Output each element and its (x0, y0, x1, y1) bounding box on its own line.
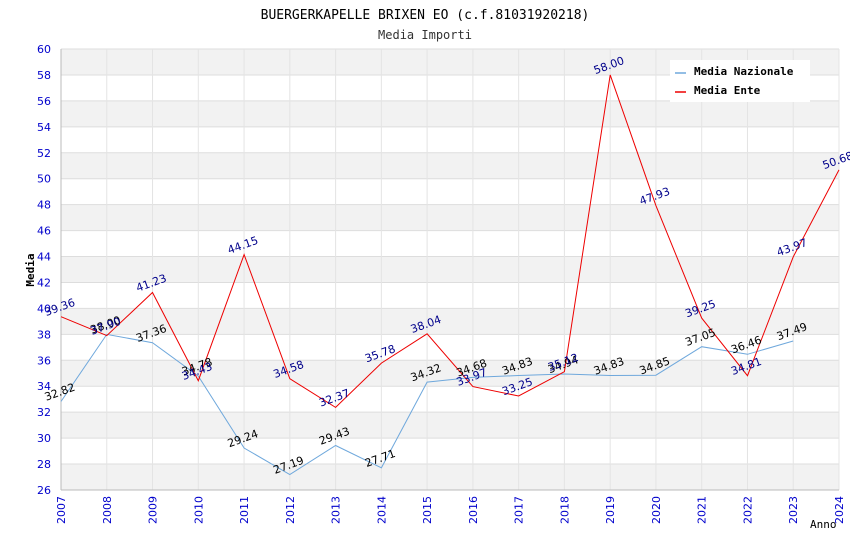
x-tick-label: 2009 (147, 496, 160, 524)
chart-title: BUERGERKAPELLE BRIXEN EO (c.f.8103192021… (261, 8, 590, 23)
grid-band (61, 412, 839, 439)
series-line-media-ente (60, 74, 840, 409)
y-tick-label: 40 (37, 302, 51, 315)
x-tick-label: 2012 (284, 496, 297, 524)
x-tick-label: 2018 (558, 496, 571, 524)
y-tick-label: 52 (37, 147, 51, 160)
x-tick-label: 2010 (192, 496, 205, 524)
grid-band (61, 230, 839, 257)
y-tick-label: 26 (37, 484, 51, 497)
x-tick-label: 2008 (101, 496, 114, 524)
y-tick-label: 42 (37, 276, 51, 289)
y-tick-label: 48 (37, 199, 51, 212)
legend-label-nazionale: Media Nazionale (694, 65, 794, 78)
legend: Media Nazionale Media Ente (670, 60, 810, 102)
y-tick-label: 46 (37, 225, 51, 238)
grid-band (61, 386, 839, 413)
x-tick-label: 2023 (787, 496, 800, 524)
y-tick-label: 36 (37, 354, 51, 367)
grid-band (61, 308, 839, 335)
grid-band (61, 334, 839, 361)
series-lines (60, 74, 840, 476)
grid-band (61, 438, 839, 465)
y-tick-label: 30 (37, 432, 51, 445)
grid-band (61, 100, 839, 127)
chart-subtitle: Media Importi (378, 28, 472, 42)
grid-band (61, 204, 839, 231)
y-tick-label: 44 (37, 251, 51, 264)
legend-label-ente: Media Ente (694, 84, 761, 97)
y-tick-label: 54 (37, 121, 51, 134)
legend-box (670, 60, 810, 102)
y-axis-label: Media (24, 253, 37, 286)
x-tick-label: 2015 (421, 496, 434, 524)
y-tick-label: 38 (37, 328, 51, 341)
x-tick-label: 2013 (330, 496, 343, 524)
y-tick-label: 32 (37, 406, 51, 419)
y-tick-label: 34 (37, 380, 51, 393)
x-tick-label: 2007 (55, 496, 68, 524)
x-tick-labels: 2007 2008 2009 2010 2011 2012 2013 2014 2015 2016… (55, 496, 846, 524)
plot-background (61, 49, 839, 490)
x-tick-label: 2020 (650, 496, 663, 524)
x-tick-label: 2024 (833, 496, 846, 524)
grid-band (61, 152, 839, 179)
grid-band (61, 256, 839, 283)
x-tick-label: 2014 (375, 496, 388, 524)
y-tick-label: 60 (37, 43, 51, 56)
x-tick-label: 2019 (604, 496, 617, 524)
y-tick-label: 56 (37, 95, 51, 108)
x-axis-label: Anno (810, 518, 837, 531)
x-tick-label: 2016 (467, 496, 480, 524)
grid-band (61, 178, 839, 205)
x-tick-label: 2022 (741, 496, 754, 524)
y-tick-label: 28 (37, 458, 51, 471)
x-tick-label: 2011 (238, 496, 251, 524)
axes (60, 49, 839, 491)
grid-band (61, 360, 839, 387)
grid-band (61, 126, 839, 153)
y-tick-label: 50 (37, 173, 51, 186)
grid-band (61, 282, 839, 309)
series-line-media-nazionale (60, 333, 794, 476)
y-tick-labels: 26 28 30 32 34 36 38 40 42 44 46 48 50 52 54 56 58 60 (37, 43, 51, 497)
x-tick-label: 2017 (513, 496, 526, 524)
grid-band (61, 464, 839, 490)
y-tick-label: 58 (37, 69, 51, 82)
x-tick-label: 2021 (696, 496, 709, 524)
